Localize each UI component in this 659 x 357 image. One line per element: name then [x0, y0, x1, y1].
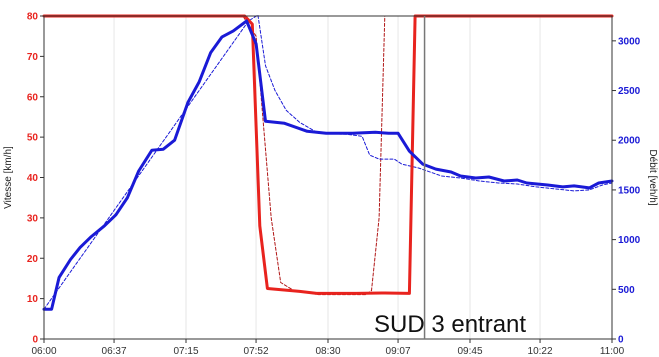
series-line-vitesse-dashed: [43, 15, 613, 296]
y2-tick-label: 0: [618, 335, 624, 346]
y-tick-label: 0: [32, 335, 38, 346]
y2-tick-label: 2500: [618, 86, 641, 97]
x-tick-label: 09:07: [386, 346, 411, 357]
y-tick-label: 80: [27, 12, 39, 23]
y2-tick-label: 1000: [618, 235, 641, 246]
y-tick-label: 60: [27, 92, 39, 103]
series-line-vitesse-solid: [42, 14, 614, 295]
right-axis-ticks: 0 500 1000 1500 2000 2500 3000: [612, 36, 641, 346]
x-tick-label: 09:45: [457, 346, 482, 357]
x-axis-ticks: 06:00 06:37 07:15 07:52 08:30 09:07 09:45 10:22…: [31, 339, 625, 357]
chart-annotation: SUD 3 entrant: [374, 311, 526, 338]
series-line-debit-dashed: [43, 14, 613, 310]
y-tick-label: 30: [27, 213, 39, 224]
x-tick-label: 07:52: [244, 346, 269, 357]
x-tick-label: 07:15: [173, 346, 198, 357]
y2-tick-label: 500: [618, 285, 635, 296]
y-tick-label: 50: [27, 133, 39, 144]
x-tick-label: 11:00: [600, 346, 625, 357]
y-tick-label: 40: [27, 173, 39, 184]
y-tick-label: 20: [27, 254, 39, 265]
x-tick-label: 08:30: [315, 346, 340, 357]
x-tick-label: 06:00: [31, 346, 56, 357]
y2-tick-label: 2000: [618, 136, 641, 147]
y-tick-label: 70: [27, 52, 39, 63]
y-tick-label: 10: [27, 294, 39, 305]
y-axis-label: Vitesse [km/h]: [3, 146, 14, 209]
x-tick-label: 10:22: [528, 346, 553, 357]
x-tick-label: 06:37: [102, 346, 127, 357]
left-axis-ticks: 0 10 20 30 40 50 60 70 80: [27, 12, 44, 346]
y2-axis-label: Débit [veh/h]: [647, 149, 658, 205]
series-layer: [42, 14, 614, 311]
series-line-debit-solid: [42, 19, 614, 311]
y2-tick-label: 3000: [618, 36, 641, 47]
y2-tick-label: 1500: [618, 185, 641, 196]
